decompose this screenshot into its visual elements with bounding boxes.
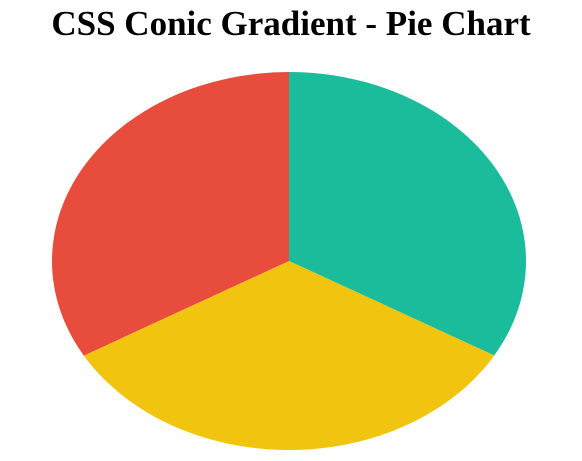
pie-slice-3 xyxy=(52,72,289,356)
page-title: CSS Conic Gradient - Pie Chart xyxy=(51,4,531,43)
pie-slice-1 xyxy=(289,72,526,356)
pie-slice-2 xyxy=(83,261,495,450)
pie-chart xyxy=(52,72,526,450)
pie-chart-svg xyxy=(52,72,526,450)
